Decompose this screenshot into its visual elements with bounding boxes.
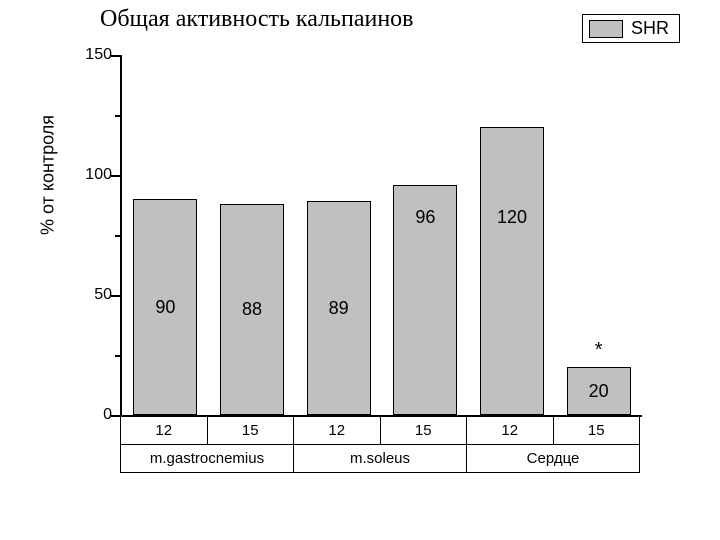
x-sub-label: 12	[121, 417, 208, 445]
y-tick-minor	[115, 355, 122, 357]
legend-label: SHR	[631, 18, 669, 39]
x-sub-label: 12	[294, 417, 381, 445]
chart-container: Общая активность кальпаинов SHR % от кон…	[0, 0, 720, 540]
y-tick-label: 150	[72, 46, 112, 64]
x-sub-label: 15	[208, 417, 295, 445]
bar-value-label: 88	[242, 299, 262, 320]
bar-value-label: 20	[589, 381, 609, 402]
bar-value-label: 96	[415, 207, 435, 228]
x-axis-group-row: m.gastrocnemiusm.soleusСердце	[120, 445, 640, 473]
legend: SHR	[582, 14, 680, 43]
y-tick-minor	[115, 235, 122, 237]
bar-value-label: 90	[155, 297, 175, 318]
bar-value-label: 89	[329, 298, 349, 319]
bar	[480, 127, 544, 415]
y-axis-label: % от контроля	[38, 115, 59, 235]
x-axis-sub-row: 121512151215	[120, 417, 640, 445]
x-group-label: m.gastrocnemius	[121, 445, 294, 473]
x-group-label: m.soleus	[294, 445, 467, 473]
chart-title: Общая активность кальпаинов	[100, 6, 414, 33]
y-tick-minor	[115, 115, 122, 117]
x-sub-label: 15	[554, 417, 641, 445]
x-group-label: Сердце	[467, 445, 640, 473]
x-sub-label: 15	[381, 417, 468, 445]
x-sub-label: 12	[467, 417, 554, 445]
y-tick-label: 100	[72, 166, 112, 184]
bar-value-label: 120	[497, 207, 527, 228]
legend-swatch	[589, 20, 623, 38]
significance-marker: *	[595, 339, 603, 362]
y-tick-label: 50	[72, 286, 112, 304]
y-tick-label: 0	[72, 406, 112, 424]
plot-area: 0501001509088899612020*	[120, 55, 642, 417]
x-axis: 121512151215 m.gastrocnemiusm.soleusСерд…	[120, 417, 640, 473]
